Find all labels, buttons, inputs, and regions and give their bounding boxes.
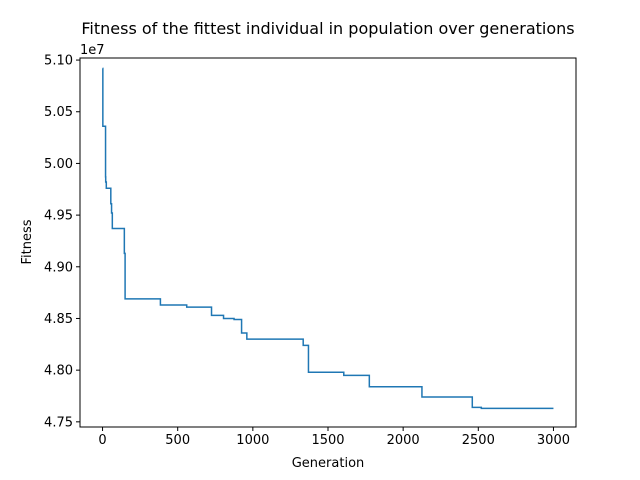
- y-tick-label-5: 5.00: [44, 157, 73, 172]
- y-tick-label-7: 5.10: [44, 54, 73, 69]
- x-axis-title: Generation: [292, 456, 365, 471]
- y-tick-label-0: 4.75: [44, 415, 73, 430]
- chart-title: Fitness of the fittest individual in pop…: [81, 19, 574, 38]
- y-tick-label-6: 5.05: [44, 105, 73, 120]
- x-tick-label-6: 3000: [537, 433, 570, 448]
- y-tick-label-1: 4.80: [44, 364, 73, 379]
- plot-area: 0 500 1000 1500 2000 2500 3000 4.75 4.80 4.85 4.90…: [44, 54, 577, 448]
- y-tick-label-4: 4.95: [44, 209, 73, 224]
- x-tick-label-0: 0: [98, 433, 106, 448]
- x-tick-label-3: 1500: [311, 433, 344, 448]
- x-tick-label-1: 500: [165, 433, 190, 448]
- y-tick-label-2: 4.85: [44, 312, 73, 327]
- x-tick-label-5: 2500: [462, 433, 495, 448]
- y-tick-label-3: 4.90: [44, 260, 73, 275]
- x-tick-label-4: 2000: [387, 433, 420, 448]
- x-tick-label-2: 1000: [236, 433, 269, 448]
- series-line-0: [102, 67, 554, 410]
- y-multiplier-label: 1e7: [80, 43, 105, 58]
- y-axis-title: Fitness: [20, 219, 35, 264]
